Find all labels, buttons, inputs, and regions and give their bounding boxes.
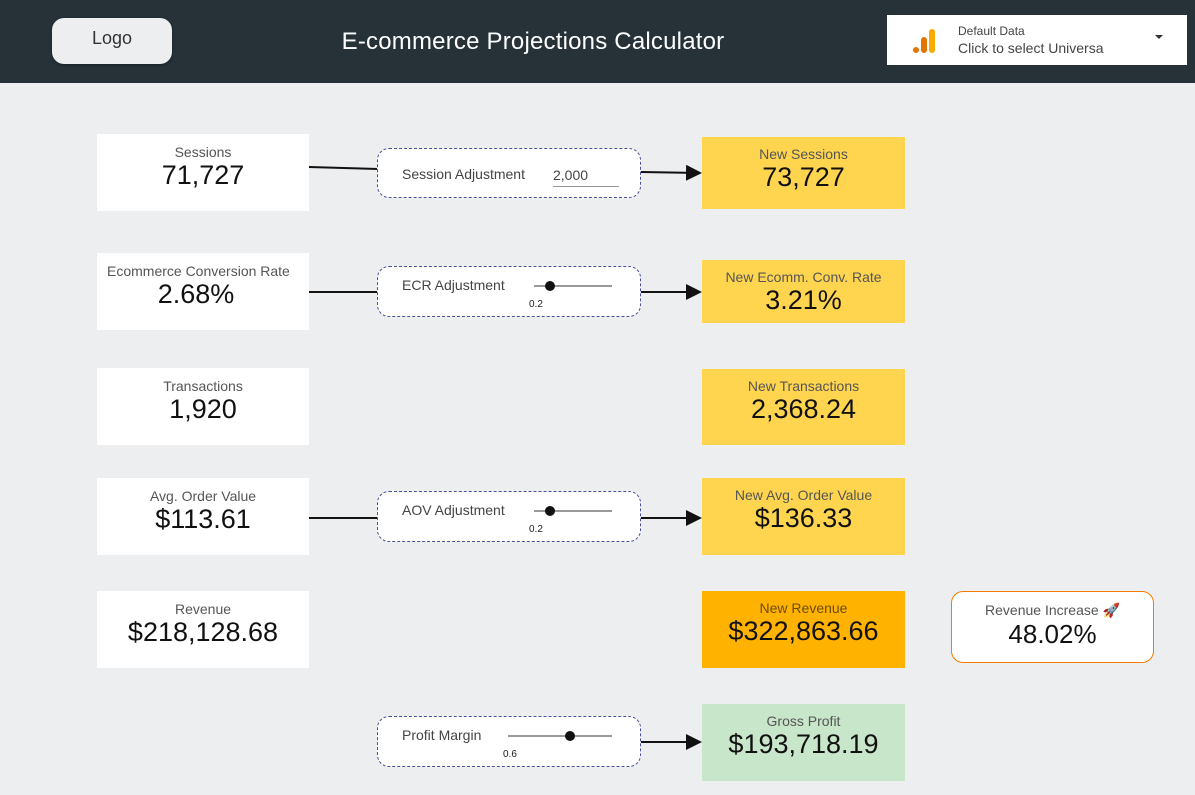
aov-adjustment-control: AOV Adjustment 0.2 (377, 491, 641, 542)
new-aov-value: $136.33 (754, 503, 853, 533)
gross-profit-label: Gross Profit (766, 713, 841, 729)
aov-slider-track[interactable] (534, 510, 612, 512)
new-conversion-rate-value: 3.21% (765, 285, 842, 315)
app-header: Logo E-commerce Projections Calculator D… (0, 0, 1195, 83)
new-sessions-card: New Sessions 73,727 (702, 137, 905, 209)
aov-adjustment-label: AOV Adjustment (402, 502, 505, 518)
profit-margin-slider-thumb[interactable] (565, 731, 576, 741)
new-conversion-rate-label: New Ecomm. Conv. Rate (725, 269, 882, 285)
new-conversion-rate-card: New Ecomm. Conv. Rate 3.21% (702, 260, 905, 323)
profit-margin-slider-track[interactable] (508, 735, 612, 737)
ecr-adjustment-label: ECR Adjustment (402, 277, 505, 293)
sessions-card: Sessions 71,727 (97, 134, 309, 211)
sessions-label: Sessions (174, 144, 232, 160)
revenue-increase-value: 48.02% (1008, 619, 1097, 649)
logo-button[interactable]: Logo (52, 18, 172, 64)
new-sessions-value: 73,727 (762, 162, 845, 192)
ecr-slider-track[interactable] (534, 285, 612, 287)
new-aov-card: New Avg. Order Value $136.33 (702, 478, 905, 555)
data-source-prompt: Click to select Universa (958, 40, 1104, 56)
session-adjustment-input[interactable] (553, 164, 619, 187)
revenue-value: $218,128.68 (127, 617, 279, 647)
profit-margin-slider-value: 0.6 (503, 749, 517, 760)
new-transactions-value: 2,368.24 (750, 394, 857, 424)
revenue-card: Revenue $218,128.68 (97, 591, 309, 668)
profit-margin-control: Profit Margin 0.6 (377, 716, 641, 767)
session-adjustment-control: Session Adjustment (377, 148, 641, 198)
transactions-label: Transactions (163, 378, 243, 394)
gross-profit-card: Gross Profit $193,718.19 (702, 704, 905, 781)
conversion-rate-value: 2.68% (157, 279, 235, 309)
revenue-increase-card: Revenue Increase 🚀 48.02% (951, 591, 1154, 663)
ecr-adjustment-control: ECR Adjustment 0.2 (377, 266, 641, 317)
new-revenue-card: New Revenue $322,863.66 (702, 591, 905, 668)
data-source-title: Default Data (958, 24, 1025, 38)
aov-card: Avg. Order Value $113.61 (97, 478, 309, 555)
connector-sessions (308, 166, 379, 170)
new-transactions-label: New Transactions (747, 378, 860, 394)
ecr-slider-value: 0.2 (529, 299, 543, 310)
aov-slider-thumb[interactable] (544, 506, 555, 516)
profit-margin-label: Profit Margin (402, 727, 482, 743)
session-adjustment-label: Session Adjustment (402, 166, 525, 182)
transactions-value: 1,920 (169, 394, 237, 424)
new-transactions-card: New Transactions 2,368.24 (702, 369, 905, 445)
conversion-rate-label: Ecommerce Conversion Rate (107, 263, 290, 279)
analytics-bars-icon (913, 29, 935, 53)
new-sessions-label: New Sessions (759, 146, 848, 162)
gross-profit-value: $193,718.19 (728, 729, 879, 759)
new-aov-label: New Avg. Order Value (734, 487, 873, 503)
aov-slider-value: 0.2 (529, 524, 543, 535)
transactions-card: Transactions 1,920 (97, 368, 309, 445)
revenue-increase-label: Revenue Increase 🚀 (985, 602, 1120, 618)
sessions-value: 71,727 (161, 160, 245, 190)
dropdown-caret-icon[interactable] (1155, 35, 1163, 39)
aov-value: $113.61 (155, 504, 251, 534)
data-source-selector[interactable]: Default Data Click to select Universa (887, 15, 1187, 65)
ecr-slider-thumb[interactable] (544, 281, 555, 291)
new-revenue-value: $322,863.66 (728, 616, 879, 646)
new-revenue-label: New Revenue (759, 600, 848, 616)
revenue-label: Revenue (174, 601, 232, 617)
aov-label: Avg. Order Value (149, 488, 257, 504)
arrow-new-sessions (640, 164, 702, 181)
page-title: E-commerce Projections Calculator (341, 28, 725, 55)
conversion-rate-card: Ecommerce Conversion Rate 2.68% (97, 253, 309, 330)
